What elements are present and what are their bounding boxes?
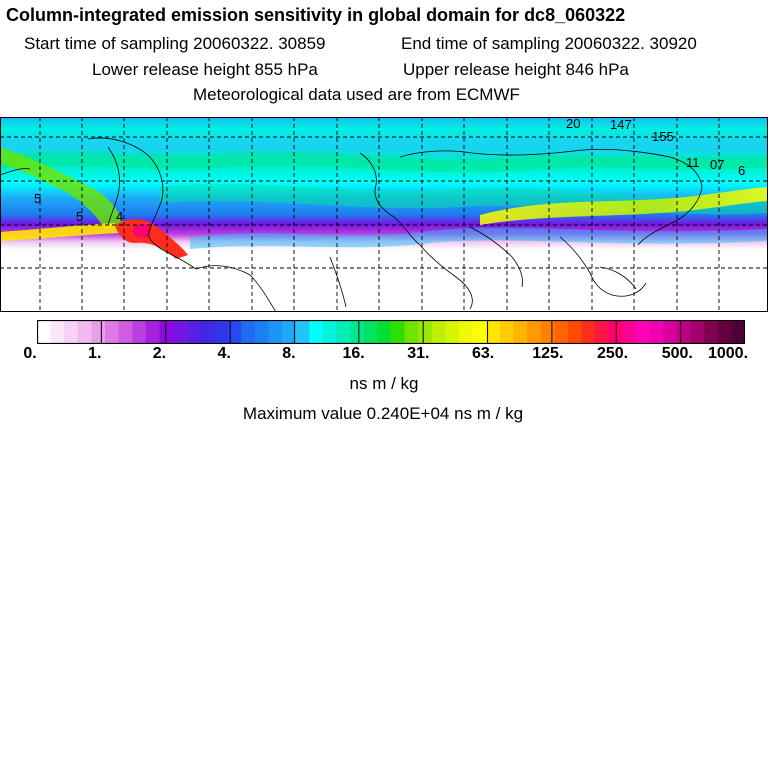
colorbar: [36, 319, 746, 345]
emission-sensitivity-map: 5 4 5 20 147 155 11 07 6: [0, 117, 768, 312]
contour-label: 5: [76, 209, 83, 224]
colorbar-swatch: [717, 320, 732, 344]
colorbar-units: ns m / kg: [349, 374, 419, 393]
colorbar-swatch: [704, 320, 719, 344]
contour-label: 155: [652, 129, 674, 144]
contour-label: 147: [610, 117, 632, 132]
colorbar-swatch: [200, 320, 215, 344]
colorbar-swatch: [499, 320, 515, 344]
colorbar-swatch: [513, 320, 528, 344]
colorbar-swatch: [636, 320, 651, 344]
colorbar-swatch: [132, 320, 147, 344]
colorbar-swatch: [731, 320, 746, 344]
colorbar-swatch: [363, 320, 378, 344]
jet-plume-asia-pacific: [480, 187, 768, 225]
colorbar-swatch: [527, 320, 542, 344]
lower-release-height-text: Lower release height 855 hPa: [92, 60, 318, 79]
green-plume-pacific: [0, 147, 125, 229]
colorbar-swatch: [91, 320, 106, 344]
coastlines: [0, 137, 703, 312]
start-time-text: Start time of sampling 20060322. 30859: [24, 34, 326, 53]
colorbar-swatch: [391, 320, 406, 344]
contour-labels: 5 4 5 20 147 155 11 07 6: [34, 117, 745, 224]
colorbar-tick-label: 125.: [532, 345, 564, 362]
colorbar-swatch: [254, 320, 270, 344]
plot-title: Column-integrated emission sensitivity i…: [6, 5, 626, 25]
contour-label: 5: [34, 191, 41, 206]
colorbar-swatch: [50, 320, 65, 344]
hotspot-core: [133, 224, 151, 238]
colorbar-swatch: [227, 320, 242, 344]
colorbar-swatch: [690, 320, 705, 344]
colorbar-tick-label: 31.: [407, 345, 430, 362]
hotspot-north-america: [115, 219, 188, 259]
colorbar-swatch: [64, 320, 79, 344]
meteorological-data-text: Meteorological data used are from ECMWF: [193, 85, 520, 104]
colorbar-swatch: [186, 320, 201, 344]
contour-label: 11: [686, 155, 700, 170]
colorbar-swatch: [268, 320, 283, 344]
contour-label: 6: [738, 163, 745, 178]
colorbar-swatch: [663, 320, 678, 344]
contour-label: 20: [566, 117, 580, 131]
colorbar-swatch: [322, 320, 338, 344]
colorbar-tick-label: 63.: [471, 345, 495, 362]
colorbar-swatch: [472, 320, 487, 344]
colorbar-swatch: [568, 320, 583, 344]
colorbar-swatch: [173, 320, 188, 344]
colorbar-swatch: [336, 320, 351, 344]
colorbar-swatch: [145, 320, 161, 344]
colorbar-tick-label: 500.: [661, 345, 693, 362]
colorbar-swatch: [309, 320, 324, 344]
colorbar-swatch: [595, 320, 610, 344]
colorbar-swatch: [418, 320, 433, 344]
colorbar-swatch: [377, 320, 392, 344]
colorbar-swatch: [404, 320, 419, 344]
colorbar-tick-label: 1.: [88, 345, 102, 362]
colorbar-tick-label: 16.: [342, 345, 365, 362]
colorbar-swatch: [676, 320, 692, 344]
colorbar-swatch: [105, 320, 120, 344]
colorbar-swatch: [295, 320, 310, 344]
contour-label: 4: [116, 209, 123, 224]
end-time-text: End time of sampling 20060322. 30920: [401, 34, 697, 53]
colorbar-tick-label: 0.: [23, 345, 37, 362]
colorbar-swatch: [350, 320, 365, 344]
colorbar-swatch: [431, 320, 447, 344]
maximum-value-text: Maximum value 0.240E+04 ns m / kg: [242, 404, 524, 423]
colorbar-swatch: [445, 320, 460, 344]
sensitivity-field: [0, 117, 768, 312]
colorbar-swatch: [241, 320, 256, 344]
colorbar-swatch: [459, 320, 474, 344]
latitude-longitude-grid: [0, 117, 768, 312]
colorbar-swatch: [282, 320, 297, 344]
colorbar-tick-label: 1000.: [707, 345, 749, 362]
colorbar-tick-label: 4.: [217, 345, 231, 362]
colorbar-swatch: [486, 320, 501, 344]
colorbar-swatch: [37, 320, 52, 344]
colorbar-swatch: [649, 320, 664, 344]
colorbar-swatch: [214, 320, 229, 344]
colorbar-tick-label: 2.: [152, 345, 167, 362]
colorbar-swatch: [540, 320, 555, 344]
upper-release-height-text: Upper release height 846 hPa: [403, 60, 629, 79]
colorbar-swatch: [554, 320, 569, 344]
green-band-north: [0, 151, 768, 173]
colorbar-swatch: [118, 320, 133, 344]
yellow-plume-pacific: [0, 223, 120, 241]
colorbar-swatch: [622, 320, 637, 344]
cyan-band-tropics: [190, 227, 768, 249]
colorbar-tick-label: 250.: [596, 345, 629, 362]
colorbar-tick-label: 8.: [282, 345, 296, 362]
colorbar-swatch: [159, 320, 174, 344]
colorbar-swatch: [77, 320, 93, 344]
colorbar-swatch: [581, 320, 596, 344]
contour-label: 07: [710, 157, 724, 172]
colorbar-frame: [36, 319, 746, 345]
